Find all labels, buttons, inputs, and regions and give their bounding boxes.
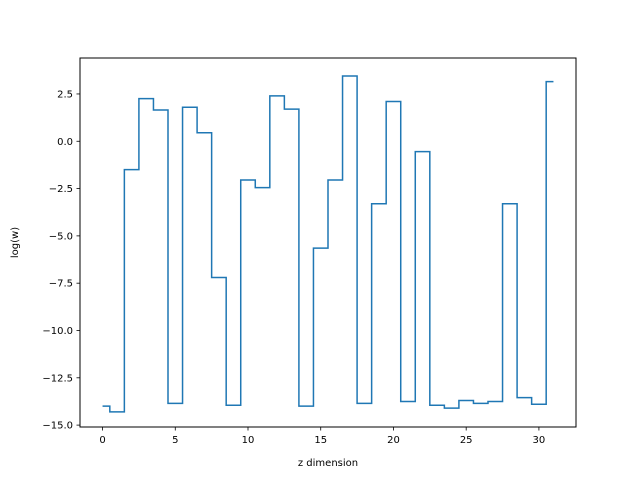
x-tick-label: 0 (99, 435, 105, 446)
x-tick-label: 10 (242, 435, 255, 446)
y-axis-ticks: −15.0 −12.5 −10.0 −7.5 −5.0 −2.5 0.0 2.5 (42, 89, 80, 432)
x-axis-ticks: 0 5 10 15 20 25 30 (99, 427, 545, 446)
x-tick-label: 20 (387, 435, 400, 446)
y-tick-label: −10.0 (42, 326, 73, 337)
y-tick-label: −12.5 (42, 373, 73, 384)
plot-area (102, 75, 554, 413)
y-tick-label: 2.5 (57, 89, 73, 100)
y-axis-label: log(w) (10, 227, 21, 258)
y-tick-label: −15.0 (42, 421, 73, 432)
x-tick-label: 15 (314, 435, 327, 446)
axes-frame (79, 57, 577, 428)
series-line-0 (102, 75, 554, 413)
x-tick-label: 5 (172, 435, 178, 446)
x-tick-label: 30 (533, 435, 546, 446)
x-axis-label: z dimension (298, 458, 358, 469)
y-tick-label: −7.5 (49, 279, 73, 290)
x-tick-label: 25 (460, 435, 473, 446)
y-tick-label: −2.5 (49, 184, 73, 195)
y-tick-label: 0.0 (57, 137, 73, 148)
y-tick-label: −5.0 (49, 231, 73, 242)
